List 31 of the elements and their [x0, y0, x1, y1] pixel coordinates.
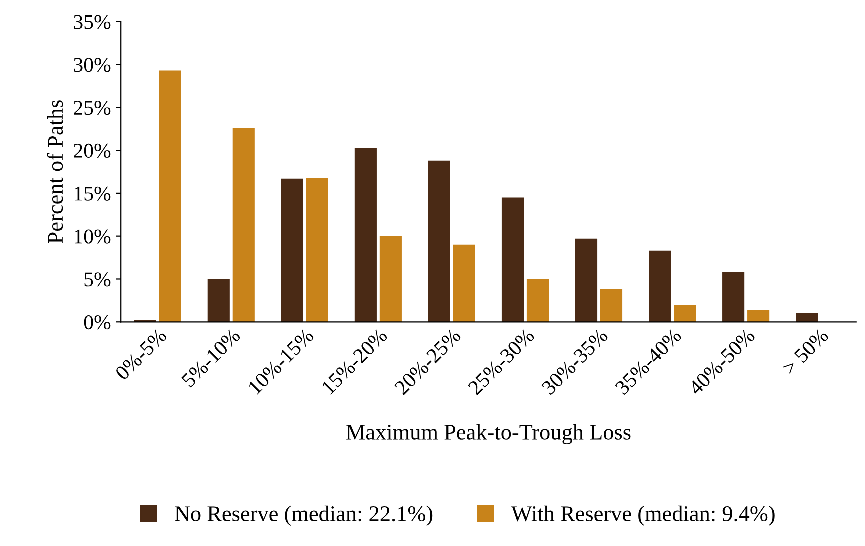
y-tick-label: 0% [84, 316, 111, 330]
bar [354, 148, 377, 322]
bar [649, 250, 672, 322]
x-axis-title: Maximum Peak-to-Trough Loss [346, 424, 631, 444]
y-axis-title: Percent of Paths [47, 100, 64, 244]
legend-label: No Reserve (median: 22.1%) [175, 506, 433, 526]
bar [380, 236, 402, 322]
bar [281, 178, 304, 322]
bar [748, 310, 770, 322]
bar [575, 238, 598, 322]
bar [159, 70, 182, 322]
bar [502, 198, 524, 322]
y-tick-label: 10% [75, 230, 111, 244]
y-tick-label: 25% [74, 101, 111, 116]
bar [796, 314, 818, 322]
bar [232, 128, 255, 322]
y-tick-label: 5% [84, 272, 111, 287]
bar [453, 244, 476, 322]
bar [600, 290, 623, 322]
x-tick-label: > 50% [782, 328, 830, 376]
y-tick-label: 15% [75, 186, 111, 201]
y-tick-label: 20% [74, 144, 111, 158]
y-tick-label: 35% [74, 15, 111, 30]
legend-label: With Reserve (median: 9.4%) [511, 506, 775, 526]
bar [674, 304, 696, 322]
bar [526, 279, 550, 322]
bar [306, 178, 328, 322]
y-tick-label: 30% [74, 58, 111, 72]
bar [208, 279, 230, 322]
bar [722, 272, 745, 322]
bar [428, 160, 450, 322]
